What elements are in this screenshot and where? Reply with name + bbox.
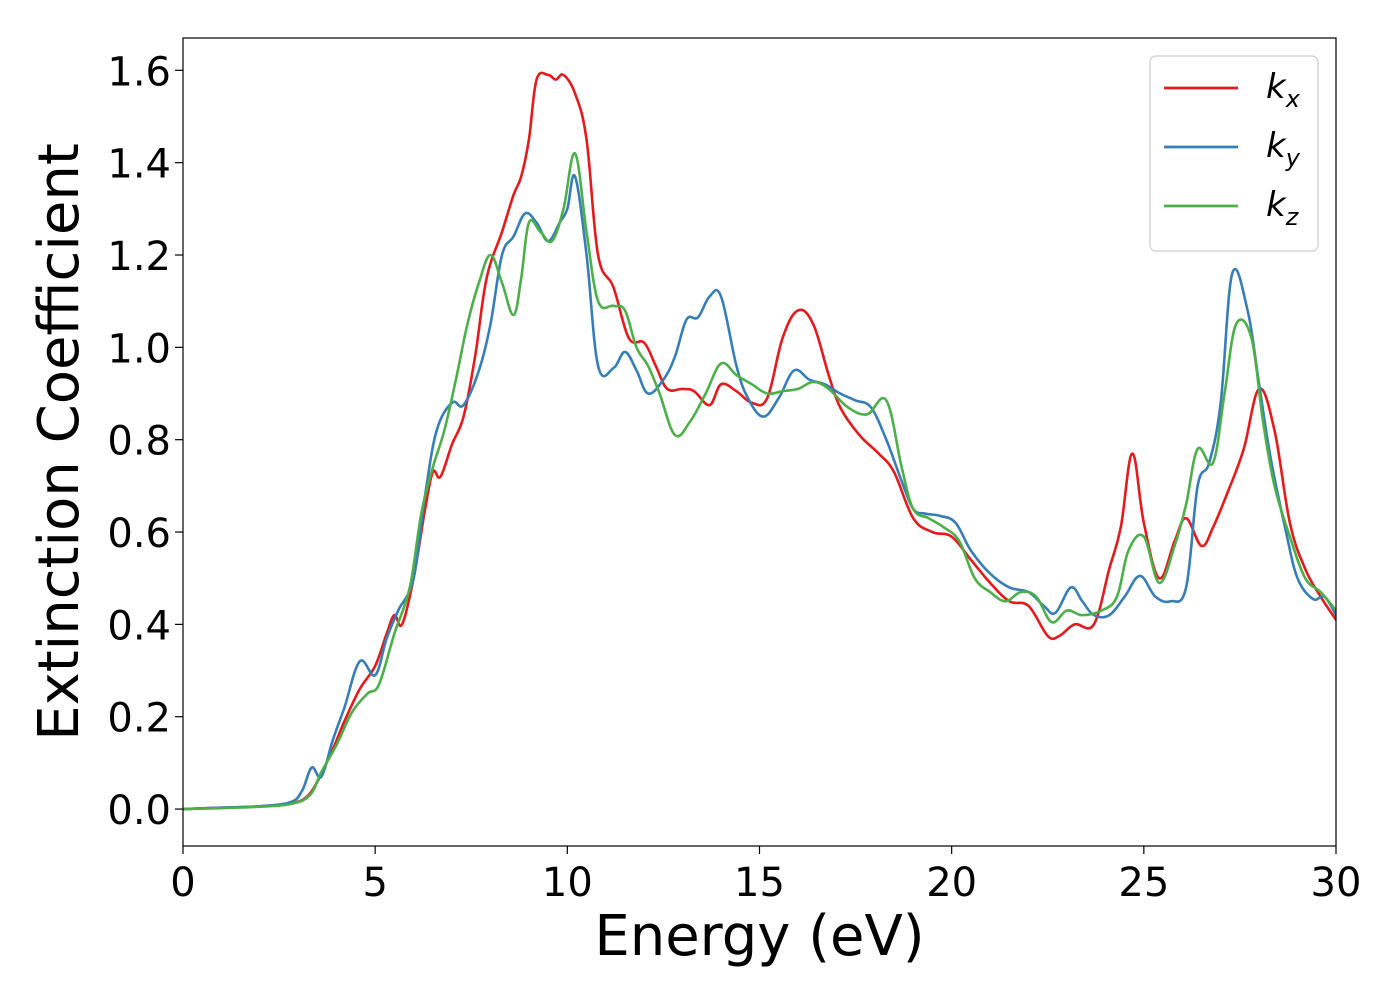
- y-tick-label: 0.6: [107, 511, 171, 557]
- y-tick-label: 0.8: [107, 419, 171, 465]
- y-tick-label: 0.4: [107, 603, 171, 649]
- x-tick-label: 5: [362, 860, 387, 906]
- series-layer: [183, 71, 1336, 811]
- y-tick-label: 1.6: [107, 49, 171, 95]
- x-tick-label: 0: [170, 860, 195, 906]
- x-tick-label: 15: [734, 860, 785, 906]
- x-axis-title: Energy (eV): [594, 904, 924, 969]
- x-axis: 0 5 10 15 20 25 30: [170, 846, 1361, 906]
- x-tick-label: 30: [1311, 860, 1362, 906]
- legend-label-k-y: ky: [1266, 126, 1301, 172]
- x-tick-label: 25: [1118, 860, 1169, 906]
- x-tick-label: 10: [542, 860, 593, 906]
- y-tick-label: 0.0: [107, 788, 171, 834]
- legend-label-k-z: kz: [1266, 185, 1300, 231]
- y-tick-label: 1.0: [107, 326, 171, 372]
- series-line-k-z: [183, 152, 1336, 811]
- legend: kx ky kz: [1149, 55, 1319, 252]
- y-axis-title: Extinction Coefficient: [27, 143, 92, 741]
- y-tick-label: 0.2: [107, 696, 171, 742]
- legend-label-k-x: kx: [1266, 67, 1301, 113]
- y-axis: 0.0 0.2 0.4 0.6 0.8 1.0 1.2 1.4 1.6: [107, 49, 183, 834]
- y-tick-label: 1.2: [107, 234, 171, 280]
- x-tick-label: 20: [926, 860, 977, 906]
- series-line-k-y: [183, 173, 1336, 811]
- y-tick-label: 1.4: [107, 142, 171, 188]
- legend-box: [1149, 55, 1319, 252]
